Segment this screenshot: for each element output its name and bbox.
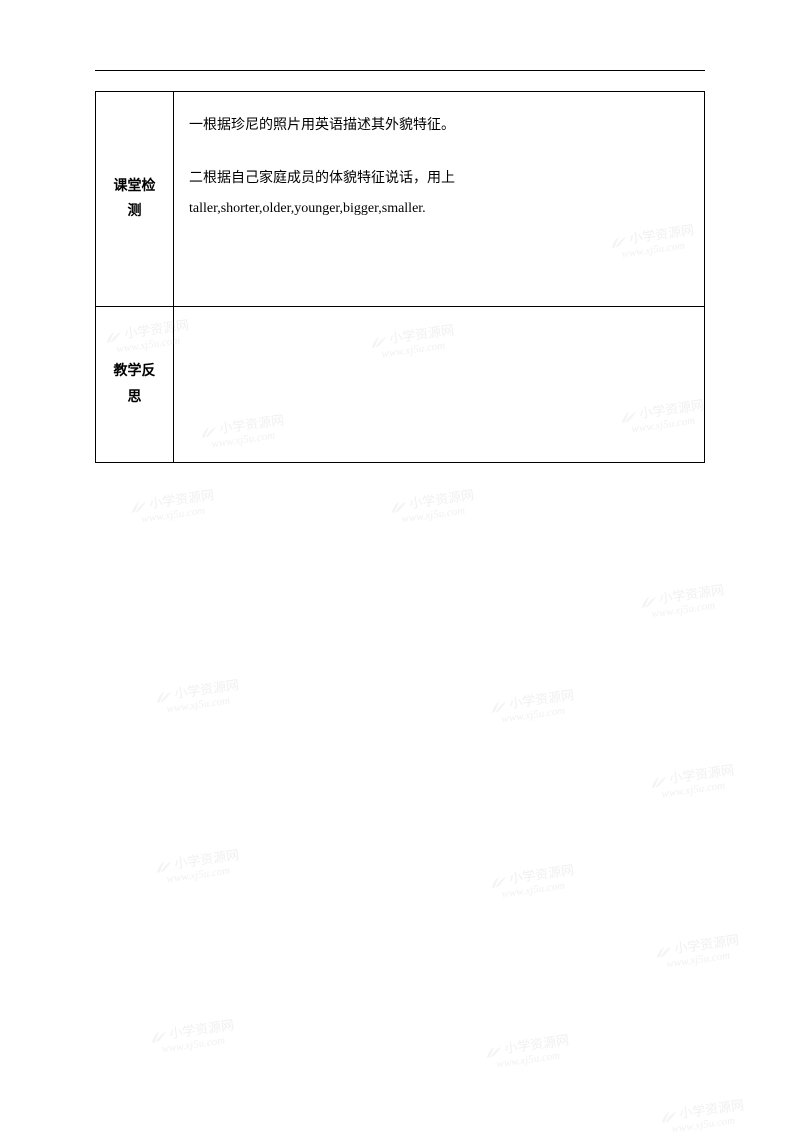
content-line: taller,shorter,older,younger,bigger,smal… — [189, 195, 689, 223]
watermark: 小学资源网www.xj5u.com — [638, 579, 727, 622]
content-line: 一根据珍尼的照片用英语描述其外貌特征。 — [189, 112, 689, 140]
row-label: 课堂检测 — [114, 174, 156, 224]
watermark: 小学资源网www.xj5u.com — [488, 859, 577, 902]
watermark: 小学资源网www.xj5u.com — [148, 1014, 237, 1057]
watermark: 小学资源网www.xj5u.com — [128, 484, 217, 527]
watermark: 小学资源网www.xj5u.com — [653, 929, 742, 972]
watermark: 小学资源网www.xj5u.com — [388, 484, 477, 527]
watermark: 小学资源网www.xj5u.com — [483, 1029, 572, 1072]
watermark: 小学资源网www.xj5u.com — [153, 674, 242, 717]
row-label-cell: 课堂检测 — [96, 92, 174, 306]
content-line: 二根据自己家庭成员的体貌特征说话，用上 — [189, 165, 689, 193]
lesson-plan-table: 课堂检测 一根据珍尼的照片用英语描述其外貌特征。 二根据自己家庭成员的体貌特征说… — [95, 91, 705, 463]
table-row: 课堂检测 一根据珍尼的照片用英语描述其外貌特征。 二根据自己家庭成员的体貌特征说… — [96, 92, 704, 307]
row-content-cell — [174, 307, 704, 462]
watermark: 小学资源网www.xj5u.com — [153, 844, 242, 887]
row-content-cell: 一根据珍尼的照片用英语描述其外貌特征。 二根据自己家庭成员的体貌特征说话，用上 … — [174, 92, 704, 306]
table-row: 教学反思 — [96, 307, 704, 462]
horizontal-rule — [95, 70, 705, 71]
row-label: 教学反思 — [114, 359, 156, 409]
row-label-cell: 教学反思 — [96, 307, 174, 462]
watermark: 小学资源网www.xj5u.com — [488, 684, 577, 727]
watermark: 小学资源网www.xj5u.com — [658, 1094, 747, 1137]
watermark: 小学资源网www.xj5u.com — [648, 759, 737, 802]
